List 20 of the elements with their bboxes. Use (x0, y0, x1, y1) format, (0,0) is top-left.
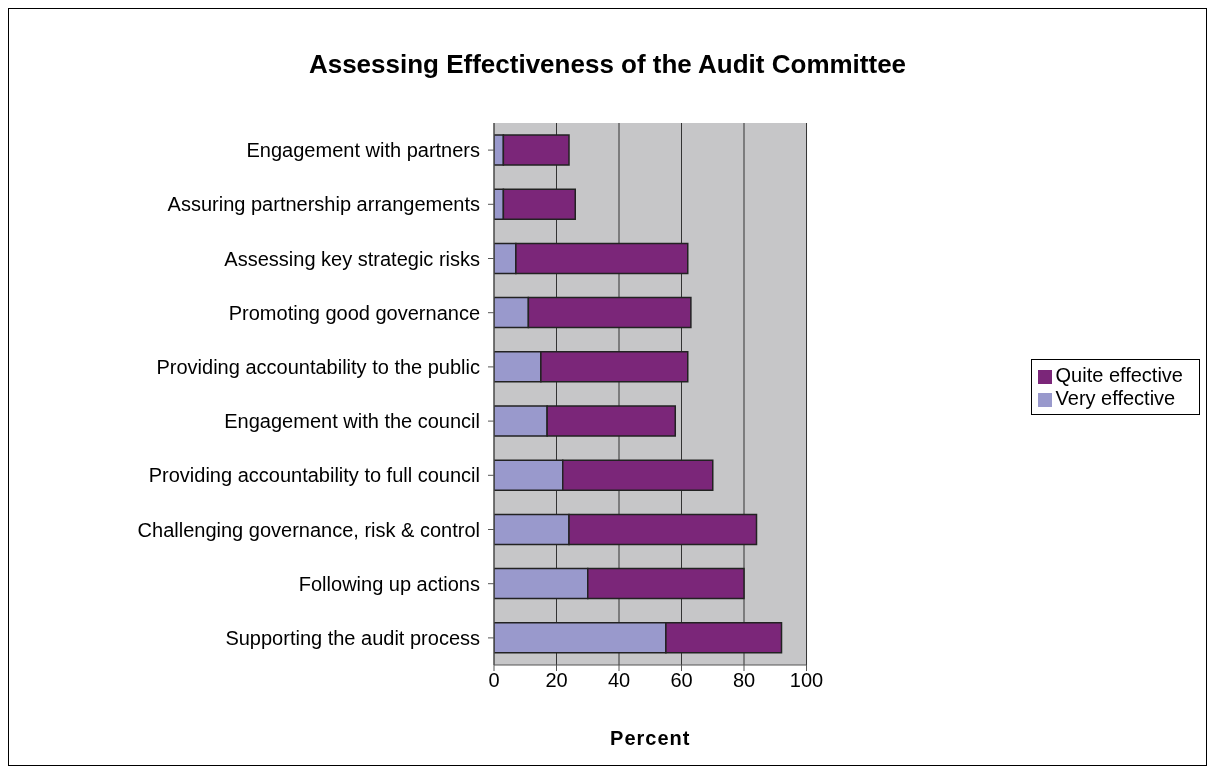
y-tick-label: Providing accountability to full council (148, 464, 480, 487)
legend-label: Quite effective (1055, 364, 1183, 386)
x-tick-label: 80 (732, 669, 756, 692)
y-tick-label: Following up actions (298, 572, 480, 595)
y-tick-label: Supporting the audit process (225, 627, 480, 649)
chart-title: Assessing Effectiveness of the Audit Committee (307, 49, 908, 80)
x-tick-label: 100 (789, 669, 824, 692)
y-tick-label: Challenging governance, risk & control (137, 518, 480, 541)
x-tick-label: 0 (488, 669, 500, 692)
y-tick-label: Engagement with partners (246, 139, 480, 162)
y-tick-label: Assessing key strategic risks (224, 247, 480, 270)
y-tick-label: Providing accountability to the public (156, 356, 480, 378)
x-tick-label: 20 (545, 669, 568, 692)
x-axis-title: Percent (610, 727, 691, 749)
x-tick-label: 60 (670, 669, 693, 692)
y-tick-label: Engagement with the council (224, 410, 480, 433)
legend-label: Very effective (1055, 387, 1176, 409)
y-tick-label: Promoting good governance (228, 301, 480, 324)
y-tick-label: Assuring partnership arrangements (167, 193, 480, 216)
x-tick-label: 40 (607, 669, 631, 692)
